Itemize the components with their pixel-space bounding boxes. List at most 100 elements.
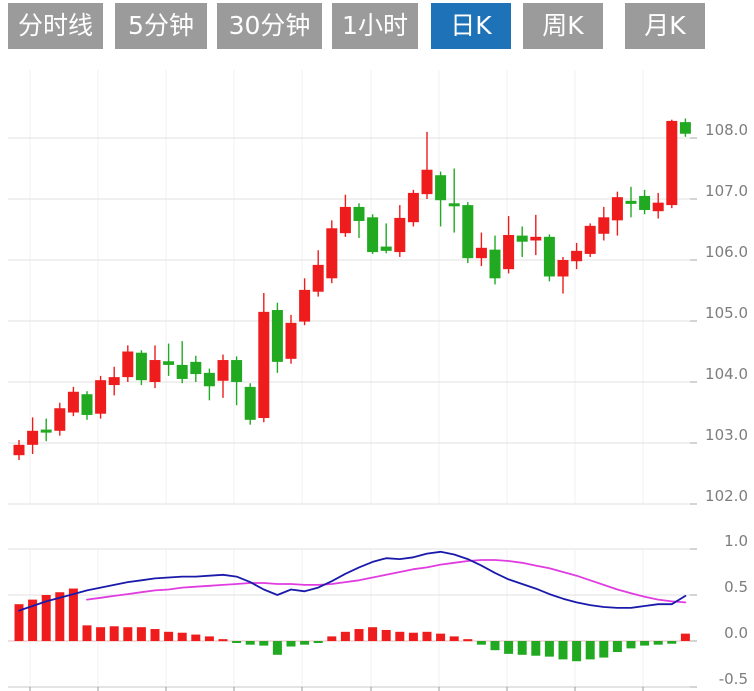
candle-down: [489, 235, 501, 285]
candle-up: [217, 354, 229, 398]
macd-bar: [381, 629, 391, 641]
candle-up: [503, 216, 515, 274]
macd-bar: [109, 626, 119, 641]
price-axis-label: 106.0: [705, 243, 748, 261]
macd-bar: [41, 595, 51, 641]
macd-bar: [395, 631, 405, 641]
candle-up: [530, 214, 542, 256]
candle-down: [516, 226, 528, 257]
tab-monthly-k[interactable]: 月K: [625, 3, 705, 49]
candle-down: [176, 341, 188, 384]
candle-up: [122, 345, 134, 382]
candle-down: [203, 368, 215, 401]
candle-up: [13, 439, 25, 461]
candle-down: [679, 118, 691, 137]
dea-line: [86, 559, 687, 604]
macd-bar: [531, 641, 541, 656]
candle-down: [448, 168, 460, 233]
macd-bar: [436, 633, 446, 641]
price-axis-label: 105.0: [705, 304, 748, 322]
macd-bar: [300, 641, 310, 645]
macd-bar: [612, 641, 622, 653]
macd-bar: [286, 641, 296, 647]
tab-timeline[interactable]: 分时线: [8, 3, 103, 49]
macd-bar: [422, 631, 432, 641]
tab-5min[interactable]: 5分钟: [115, 3, 207, 49]
macd-bar: [177, 632, 187, 641]
price-axis-label: 102.0: [705, 487, 748, 505]
macd-bar: [259, 641, 269, 646]
macd-bar: [123, 627, 133, 641]
candlestick-pane: [13, 118, 691, 461]
macd-bar: [14, 604, 24, 641]
tab-weekly-k[interactable]: 周K: [523, 3, 603, 49]
macd-bar: [96, 627, 106, 641]
macd-bar: [327, 636, 337, 641]
axis-ticks: [29, 137, 697, 691]
candle-up: [666, 119, 678, 209]
macd-bar: [313, 641, 323, 643]
candle-down: [135, 350, 147, 386]
candle-up: [339, 194, 351, 237]
candle-up: [611, 191, 623, 236]
candle-up: [421, 131, 433, 199]
macd-bar: [558, 641, 568, 660]
dif-line: [18, 550, 687, 612]
macd-bar: [232, 641, 242, 643]
candle-down: [435, 171, 447, 227]
candle-down: [543, 234, 555, 282]
macd-bar: [544, 641, 554, 657]
price-axis-label: 107.0: [705, 182, 748, 200]
macd-bar: [28, 599, 38, 641]
macd-bar: [449, 636, 459, 641]
macd-bar: [368, 627, 378, 641]
candle-up: [95, 375, 107, 419]
candle-up: [571, 242, 583, 270]
candle-down: [244, 383, 256, 425]
candle-up: [299, 278, 311, 326]
macd-bar: [82, 625, 92, 641]
interval-tabbar: 分时线 5分钟 30分钟 1小时 日K 周K 月K: [0, 3, 754, 49]
candle-down: [190, 355, 202, 382]
macd-axis-label: 0.5: [724, 578, 748, 596]
macd-pane: [14, 550, 690, 662]
macd-bar: [55, 592, 65, 641]
candle-down: [462, 202, 474, 264]
candle-up: [584, 223, 596, 257]
price-axis-label: 104.0: [705, 365, 748, 383]
tab-1hour[interactable]: 1小时: [332, 3, 418, 49]
macd-bar: [572, 641, 582, 662]
candle-down: [231, 356, 243, 406]
macd-bar: [653, 641, 663, 645]
macd-bar: [640, 641, 650, 646]
candle-up: [54, 402, 66, 436]
candle-down: [81, 391, 93, 420]
candle-up: [326, 220, 338, 284]
macd-bar: [585, 641, 595, 660]
candle-up: [312, 250, 324, 297]
macd-axis-label: 0.0: [724, 624, 748, 642]
candle-down: [639, 189, 651, 215]
macd-bar: [354, 629, 364, 641]
candle-up: [67, 386, 79, 417]
candle-up: [652, 192, 664, 219]
price-axis-label: 108.0: [705, 121, 748, 139]
macd-bar: [667, 641, 677, 644]
candle-up: [557, 256, 569, 294]
tab-daily-k[interactable]: 日K: [431, 3, 511, 49]
macd-bar: [626, 641, 636, 649]
tab-30min[interactable]: 30分钟: [217, 3, 322, 49]
candle-down: [353, 203, 365, 239]
candle-up: [475, 232, 487, 267]
candle-down: [271, 302, 283, 373]
candle-up: [285, 314, 297, 364]
macd-bar: [517, 641, 527, 655]
right-axis-labels: 108.0 107.0 106.0 105.0 104.0 103.0 102.0 1.0 0.…: [698, 0, 754, 691]
macd-bar: [599, 641, 609, 658]
candle-down: [40, 418, 52, 442]
candle-down: [380, 223, 392, 254]
macd-bar: [204, 636, 214, 641]
macd-axis-label: 1.0: [724, 532, 748, 550]
candle-up: [149, 345, 161, 389]
